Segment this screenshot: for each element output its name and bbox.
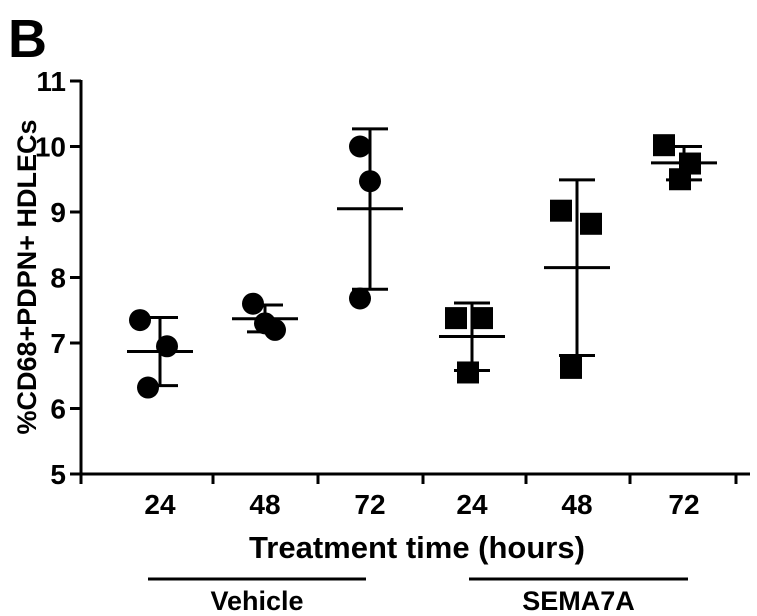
panel-label: B [8,9,47,69]
y-tick-label: 8 [50,263,66,294]
point-group [127,309,193,399]
point-group [337,127,403,310]
y-tick-label: 10 [35,132,66,163]
x-tick-label: 48 [249,489,280,520]
point-group [439,301,505,384]
y-tick-label: 6 [50,394,66,425]
point-group [232,292,298,341]
axes: 5 6 7 8 9 10 11 24 48 72 24 48 72 [35,66,750,520]
point-group [544,178,610,379]
x-tick-label: 24 [456,489,488,520]
group-label: Vehicle [210,586,303,616]
data-marks [127,127,717,399]
data-point-circle [129,309,151,332]
data-point-circle [254,312,276,335]
data-point-square [669,168,691,191]
x-tick-label: 48 [561,489,592,520]
x-axis-title: Treatment time (hours) [249,530,585,565]
data-point-circle [349,135,371,158]
y-tick-label: 9 [50,197,66,228]
data-point-square [560,356,582,379]
data-point-square [580,212,602,235]
group-label: SEMA7A [522,586,635,616]
y-tick-label: 11 [36,66,66,97]
x-tick-label: 24 [144,489,176,520]
y-axis-title: %CD68+PDPN+ HDLECs [12,119,42,434]
group-labels: Vehicle SEMA7A [148,577,688,616]
data-point-circle [349,287,371,310]
y-tick-label: 7 [50,328,66,359]
data-point-square [445,307,467,330]
data-point-square [550,199,572,222]
data-point-square [653,134,675,157]
x-tick-label: 72 [354,489,385,520]
x-tick-label: 72 [668,489,699,520]
data-point-square [471,307,493,330]
data-point-circle [359,170,381,193]
data-point-circle [242,292,264,315]
data-point-square [457,361,479,384]
y-tick-label: 5 [50,459,66,490]
data-point-circle [156,335,178,358]
data-point-circle [137,376,159,399]
point-group [651,134,717,191]
